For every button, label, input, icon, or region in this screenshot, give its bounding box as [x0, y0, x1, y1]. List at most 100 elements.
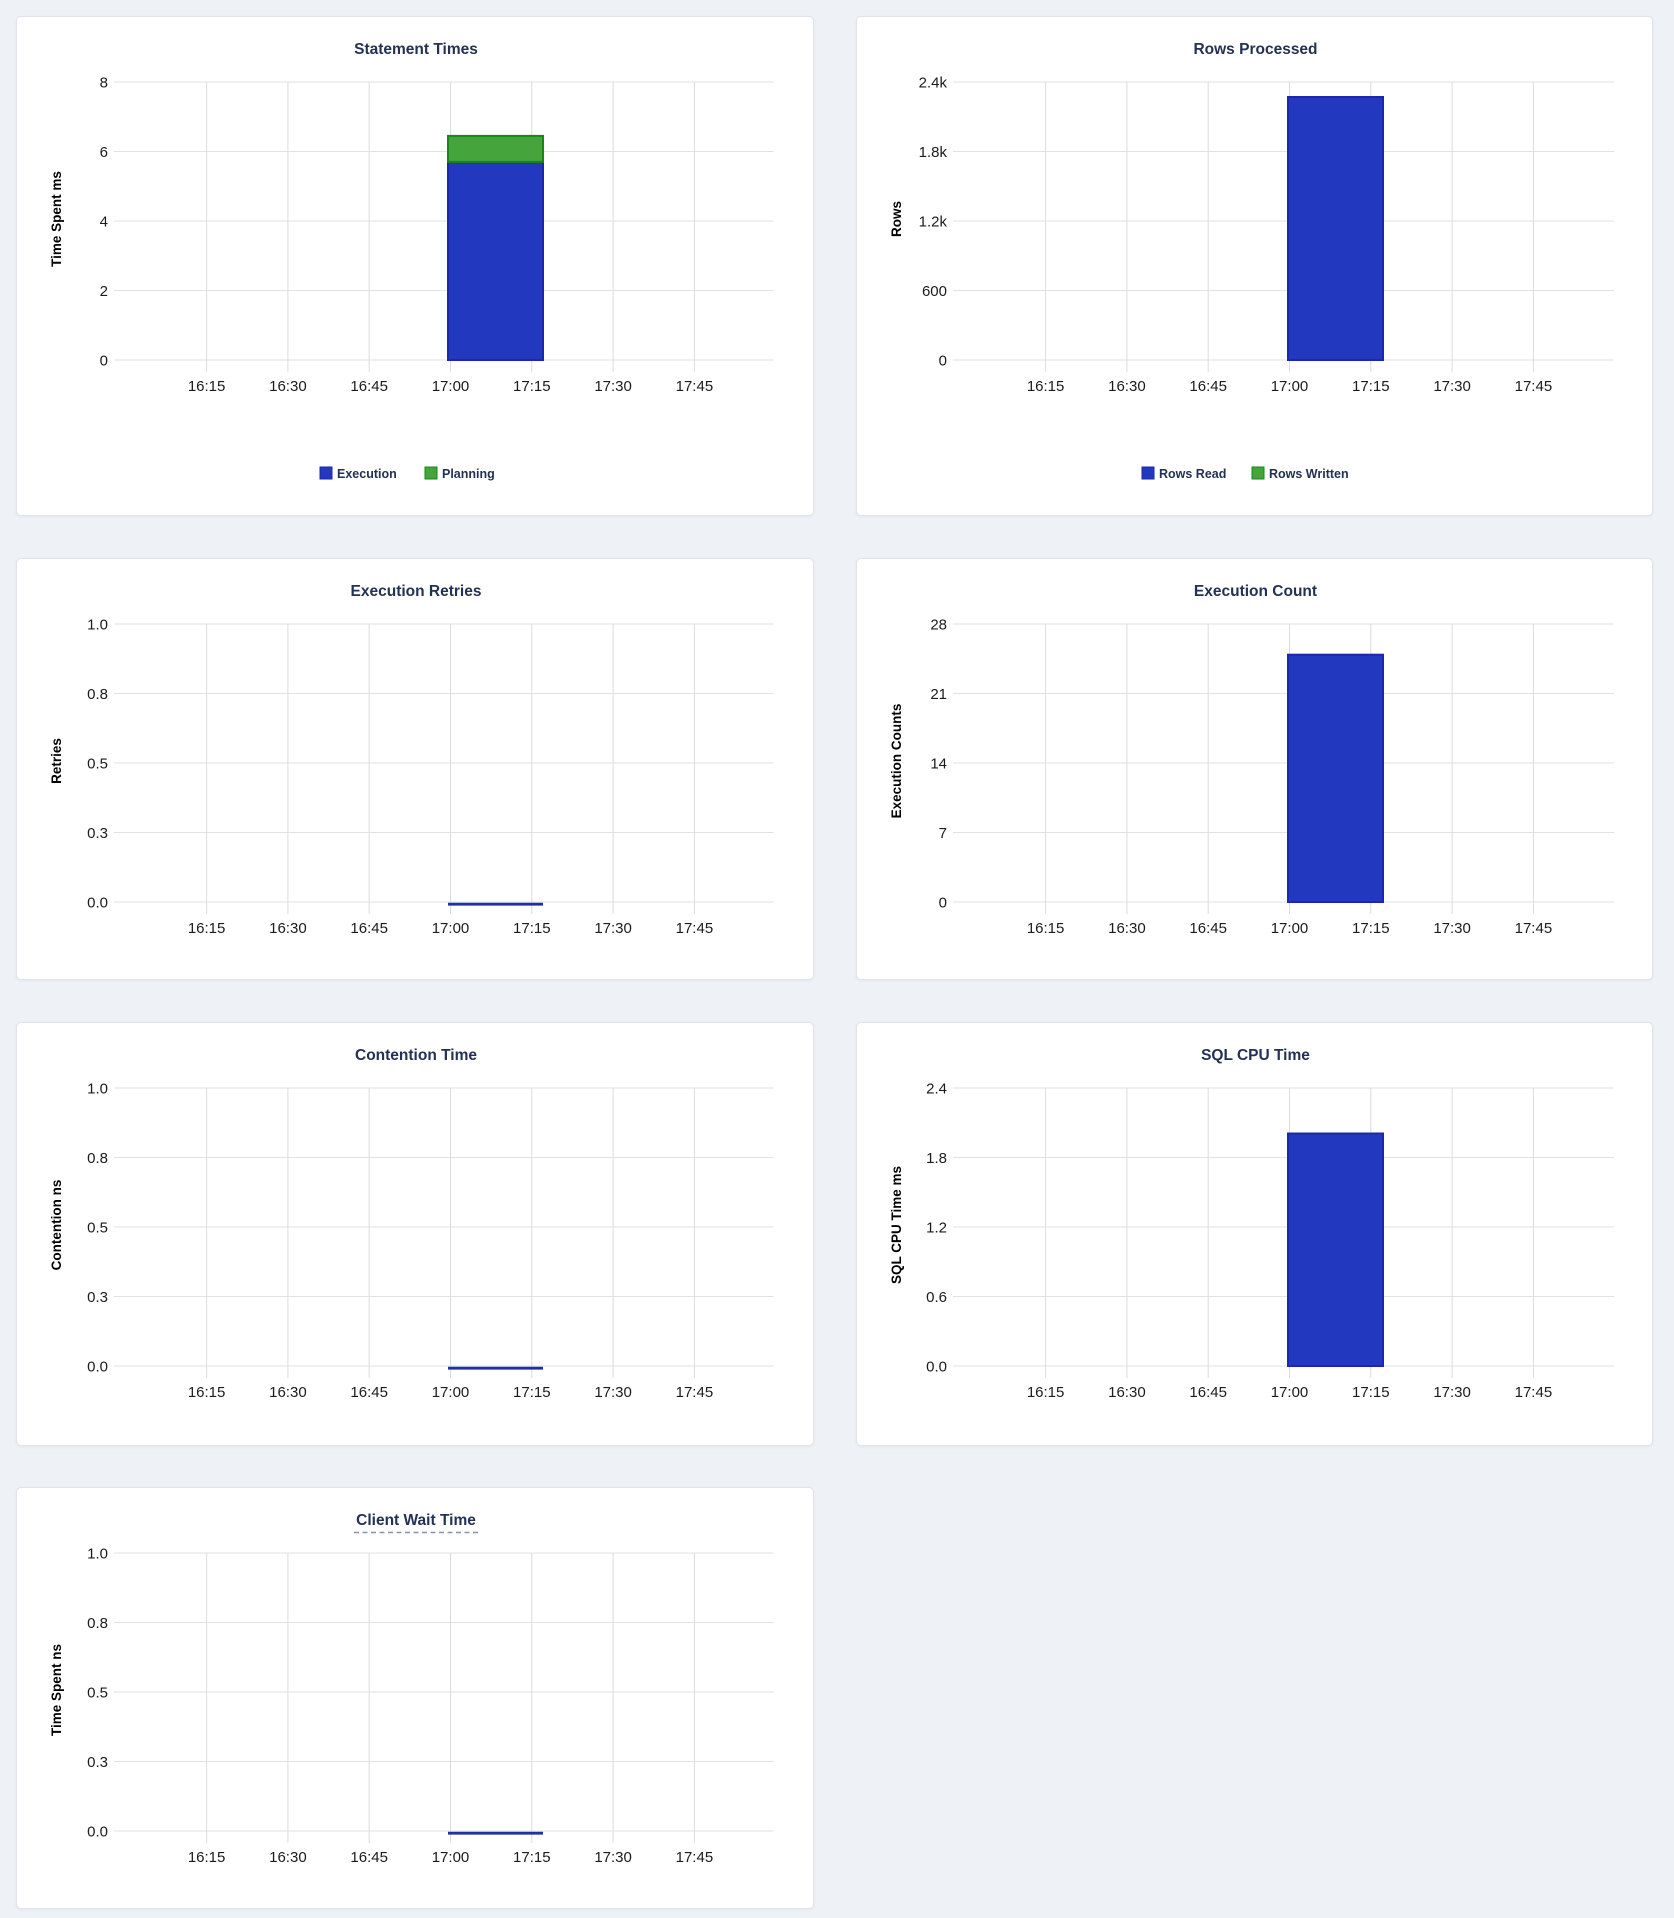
svg-text:0.5: 0.5 [87, 1220, 108, 1237]
svg-text:17:45: 17:45 [676, 378, 714, 395]
svg-text:0.6: 0.6 [926, 1289, 947, 1306]
svg-text:Execution Count: Execution Count [1194, 583, 1317, 600]
svg-text:16:45: 16:45 [1189, 1384, 1227, 1401]
svg-text:0: 0 [100, 353, 108, 370]
svg-text:1.8: 1.8 [926, 1150, 947, 1167]
svg-text:Planning: Planning [442, 467, 495, 481]
svg-text:2: 2 [100, 283, 108, 300]
svg-text:17:45: 17:45 [676, 1384, 714, 1401]
svg-text:Contention Time: Contention Time [355, 1047, 477, 1064]
svg-text:Rows Written: Rows Written [1269, 467, 1349, 481]
svg-text:17:15: 17:15 [1352, 378, 1390, 395]
svg-text:Execution: Execution [337, 467, 397, 481]
svg-text:21: 21 [930, 686, 947, 703]
svg-text:16:15: 16:15 [188, 1849, 226, 1866]
svg-text:17:00: 17:00 [432, 1849, 470, 1866]
svg-text:16:15: 16:15 [188, 920, 226, 937]
svg-text:Contention ns: Contention ns [49, 1180, 64, 1271]
svg-text:16:15: 16:15 [188, 1384, 226, 1401]
svg-text:16:15: 16:15 [188, 378, 226, 395]
svg-text:7: 7 [939, 825, 947, 842]
svg-text:17:15: 17:15 [513, 1384, 551, 1401]
svg-text:17:30: 17:30 [594, 1384, 632, 1401]
svg-text:2.4: 2.4 [926, 1081, 947, 1098]
svg-text:17:30: 17:30 [594, 1849, 632, 1866]
svg-text:1.0: 1.0 [87, 1546, 108, 1563]
svg-text:17:45: 17:45 [1515, 1384, 1553, 1401]
svg-text:0.0: 0.0 [926, 1359, 947, 1376]
svg-text:17:30: 17:30 [594, 378, 632, 395]
svg-text:16:45: 16:45 [350, 920, 388, 937]
svg-text:1.2: 1.2 [926, 1220, 947, 1237]
svg-text:Rows Read: Rows Read [1159, 467, 1226, 481]
svg-text:0.5: 0.5 [87, 1685, 108, 1702]
svg-text:17:30: 17:30 [1433, 1384, 1471, 1401]
svg-text:Time Spent ns: Time Spent ns [49, 1644, 64, 1736]
svg-text:1.0: 1.0 [87, 617, 108, 634]
svg-text:0.8: 0.8 [87, 1615, 108, 1632]
svg-text:SQL CPU Time: SQL CPU Time [1201, 1047, 1310, 1064]
svg-text:17:00: 17:00 [1271, 920, 1309, 937]
svg-text:16:15: 16:15 [1027, 920, 1065, 937]
svg-text:17:15: 17:15 [1352, 920, 1390, 937]
svg-text:Client Wait Time: Client Wait Time [356, 1512, 476, 1529]
svg-text:16:30: 16:30 [1108, 378, 1146, 395]
svg-text:8: 8 [100, 75, 108, 92]
svg-text:14: 14 [930, 756, 947, 773]
svg-text:Rows: Rows [889, 201, 904, 237]
svg-text:SQL CPU Time ms: SQL CPU Time ms [889, 1166, 904, 1284]
svg-text:0.3: 0.3 [87, 825, 108, 842]
svg-text:0: 0 [939, 895, 947, 912]
svg-text:Execution Counts: Execution Counts [889, 704, 904, 819]
svg-text:16:15: 16:15 [1027, 378, 1065, 395]
svg-text:17:00: 17:00 [1271, 1384, 1309, 1401]
svg-text:17:00: 17:00 [432, 1384, 470, 1401]
svg-text:16:15: 16:15 [1027, 1384, 1065, 1401]
svg-text:17:00: 17:00 [432, 378, 470, 395]
svg-text:16:30: 16:30 [269, 1384, 307, 1401]
svg-text:0.0: 0.0 [87, 1824, 108, 1841]
svg-text:17:30: 17:30 [1433, 920, 1471, 937]
svg-text:0.3: 0.3 [87, 1289, 108, 1306]
svg-text:Execution Retries: Execution Retries [351, 583, 482, 600]
svg-text:0.8: 0.8 [87, 686, 108, 703]
svg-text:16:30: 16:30 [269, 920, 307, 937]
svg-text:2.4k: 2.4k [919, 75, 948, 92]
svg-text:1.2k: 1.2k [919, 214, 948, 231]
svg-text:17:45: 17:45 [1515, 378, 1553, 395]
svg-text:600: 600 [922, 283, 947, 300]
svg-text:1.8k: 1.8k [919, 144, 948, 161]
svg-text:Retries: Retries [49, 738, 64, 784]
svg-text:1.0: 1.0 [87, 1081, 108, 1098]
svg-text:0.0: 0.0 [87, 895, 108, 912]
svg-text:16:45: 16:45 [350, 378, 388, 395]
svg-text:0: 0 [939, 353, 947, 370]
svg-text:16:45: 16:45 [1189, 378, 1227, 395]
svg-text:16:45: 16:45 [350, 1384, 388, 1401]
svg-text:17:15: 17:15 [513, 378, 551, 395]
svg-text:0.3: 0.3 [87, 1754, 108, 1771]
svg-text:28: 28 [930, 617, 947, 634]
svg-text:17:15: 17:15 [513, 1849, 551, 1866]
svg-text:17:45: 17:45 [676, 920, 714, 937]
svg-text:Statement Times: Statement Times [354, 41, 478, 58]
svg-text:6: 6 [100, 144, 108, 161]
svg-text:Rows Processed: Rows Processed [1193, 41, 1317, 58]
svg-text:17:30: 17:30 [1433, 378, 1471, 395]
svg-text:16:45: 16:45 [1189, 920, 1227, 937]
svg-text:Time Spent ms: Time Spent ms [49, 171, 64, 267]
svg-text:17:15: 17:15 [513, 920, 551, 937]
svg-text:17:45: 17:45 [676, 1849, 714, 1866]
svg-text:17:45: 17:45 [1515, 920, 1553, 937]
svg-text:16:30: 16:30 [1108, 1384, 1146, 1401]
svg-text:0.0: 0.0 [87, 1359, 108, 1376]
svg-text:16:30: 16:30 [1108, 920, 1146, 937]
svg-text:0.5: 0.5 [87, 756, 108, 773]
svg-text:17:15: 17:15 [1352, 1384, 1390, 1401]
svg-text:0.8: 0.8 [87, 1150, 108, 1167]
svg-text:16:30: 16:30 [269, 378, 307, 395]
svg-text:16:45: 16:45 [350, 1849, 388, 1866]
svg-text:17:00: 17:00 [1271, 378, 1309, 395]
svg-text:16:30: 16:30 [269, 1849, 307, 1866]
svg-text:4: 4 [100, 214, 108, 231]
